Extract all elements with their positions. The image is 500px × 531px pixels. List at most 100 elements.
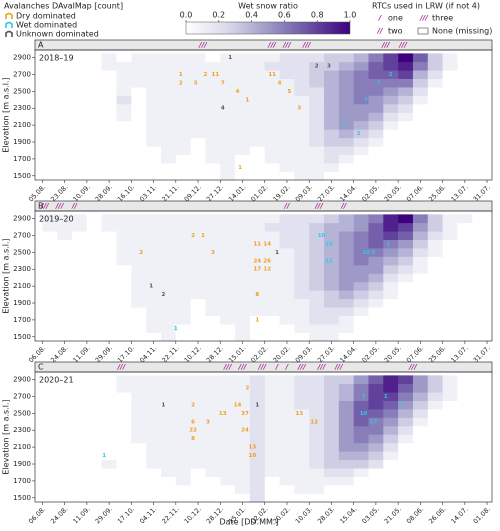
rtc-legend-label: None (missing) (432, 27, 492, 36)
heatmap-cell (220, 400, 236, 410)
heatmap-cell (42, 459, 58, 469)
heatmap-cell (42, 468, 58, 477)
heatmap-cell (175, 265, 191, 274)
heatmap-cell (160, 307, 177, 316)
heatmap-cell (57, 171, 73, 181)
heatmap-cell (472, 95, 488, 105)
heatmap-cell (72, 70, 88, 80)
count-label: 3 (327, 64, 331, 70)
count-label: 1 (384, 394, 388, 400)
heatmap-cell (338, 248, 354, 257)
heatmap-cell (353, 231, 369, 241)
heatmap-cell (57, 409, 73, 418)
heatmap-cell (42, 171, 58, 181)
heatmap-cell (294, 442, 310, 452)
heatmap-cell (57, 154, 73, 164)
heatmap-cell (116, 214, 132, 224)
heatmap-cell (398, 171, 414, 181)
count-label: 3 (211, 250, 215, 256)
heatmap-cell (383, 248, 399, 257)
heatmap-cell (235, 214, 251, 224)
heatmap-cell (42, 163, 58, 172)
heatmap-cell (324, 392, 340, 402)
heatmap-cell (442, 112, 458, 122)
heatmap-cell (42, 400, 58, 410)
heatmap-cell (368, 459, 384, 469)
heatmap-cell (457, 281, 473, 291)
heatmap-cell (368, 78, 384, 88)
count-label: 2 (191, 233, 195, 239)
heatmap-cell (42, 281, 58, 291)
count-label: 1 (255, 402, 259, 408)
heatmap-cell (116, 493, 132, 503)
heatmap-cell (264, 383, 280, 393)
heatmap-cell (101, 324, 117, 333)
heatmap-cell (101, 222, 117, 232)
heatmap-cell (175, 78, 191, 88)
heatmap-cell (338, 485, 354, 494)
x-tick-label: 28.09. (94, 183, 114, 203)
rtc-marker: /// (267, 41, 277, 49)
heatmap-cell (398, 417, 414, 427)
heatmap-cell (279, 332, 295, 342)
heatmap-cell (294, 451, 310, 461)
heatmap-cell (324, 120, 340, 130)
heatmap-cell (146, 239, 162, 249)
heatmap-cell (338, 104, 354, 113)
heatmap-cell (146, 332, 162, 342)
heatmap-cell (220, 324, 236, 333)
heatmap-cell (472, 400, 488, 410)
heatmap-cell (472, 222, 488, 232)
heatmap-cell (131, 239, 147, 249)
heatmap-cell (220, 281, 236, 291)
heatmap-cell (338, 375, 354, 385)
heatmap-cell (398, 95, 414, 105)
count-label: 6 (191, 419, 195, 425)
x-tick-label: 03.05. (360, 505, 380, 525)
heatmap-cell (309, 256, 325, 266)
heatmap-cell (309, 315, 325, 325)
heatmap-cell (190, 434, 206, 444)
heatmap-cell (190, 70, 206, 80)
heatmap-cell (442, 146, 458, 155)
heatmap-cell (101, 53, 117, 63)
heatmap-cell (205, 290, 221, 300)
heatmap-cell (398, 281, 414, 291)
y-tick-label: 2300 (13, 104, 31, 112)
heatmap-cell (57, 222, 73, 232)
heatmap-cell (264, 154, 280, 164)
heatmap-cell (42, 53, 58, 63)
heatmap-cell (427, 383, 443, 393)
count-label: 3 (342, 123, 346, 129)
heatmap-cell (457, 375, 473, 385)
heatmap-cell (116, 137, 132, 147)
heatmap-cell (264, 451, 280, 461)
heatmap-cell (398, 78, 414, 88)
heatmap-cell (398, 434, 414, 444)
heatmap-cell (472, 146, 488, 155)
x-tick-label: 07.06. (405, 344, 425, 364)
heatmap-cell (412, 383, 429, 393)
heatmap-cell (264, 239, 280, 249)
heatmap-cell (427, 451, 443, 461)
heatmap-cell (412, 315, 429, 325)
heatmap-cell (338, 468, 354, 477)
heatmap-cell (235, 493, 251, 503)
heatmap-cell (294, 137, 310, 147)
y-tick-label: 1900 (13, 299, 31, 307)
heatmap-cell (472, 265, 488, 274)
heatmap-cell (146, 129, 162, 139)
heatmap-cell (398, 53, 414, 63)
heatmap-cell (383, 468, 399, 477)
heatmap-cell (294, 146, 310, 155)
heatmap-cell (42, 290, 58, 300)
heatmap-cell (279, 273, 295, 283)
heatmap-cell (146, 426, 162, 435)
heatmap-cell (220, 70, 236, 80)
heatmap-cell (86, 290, 102, 300)
heatmap-cell (160, 95, 177, 105)
heatmap-cell (457, 290, 473, 300)
heatmap-cell (175, 239, 191, 249)
heatmap-cell (131, 451, 147, 461)
heatmap-cell (116, 256, 132, 266)
